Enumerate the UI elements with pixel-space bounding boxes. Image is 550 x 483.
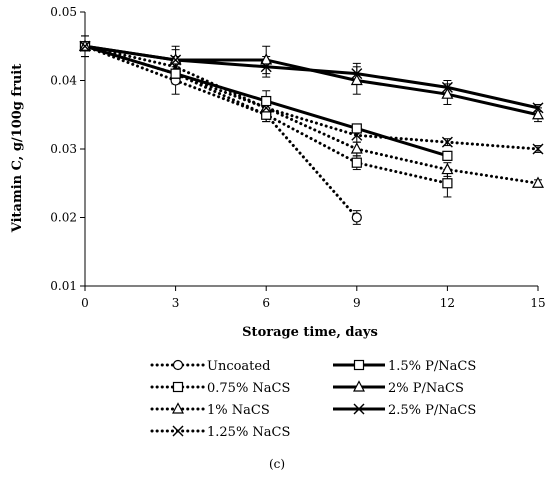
data-point-1-nacs [532, 176, 544, 188]
data-point-2-5-p-nacs [441, 81, 453, 93]
legend-swatch-marker [172, 359, 184, 371]
legend-label: 1.5% P/NaCS [388, 359, 476, 374]
x-tick-label: 0 [81, 296, 89, 310]
legend-swatch-marker [172, 425, 184, 437]
series-line-2-5-p-nacs [84, 44, 539, 110]
data-point-1-5-p-nacs [261, 95, 272, 107]
x-tick-label: 9 [353, 296, 361, 310]
series-line-1-25-nacs [83, 44, 540, 151]
data-point-2-p-nacs [350, 73, 363, 86]
data-point-2-p-nacs [260, 53, 273, 65]
legend-label: 0.75% NaCS [207, 381, 290, 396]
legend-swatch-marker [172, 381, 184, 393]
plot-area [84, 12, 538, 287]
y-axis-ticks: 0.01 0.02 0.03 0.04 0.05 [50, 5, 85, 293]
data-point-uncoated [351, 212, 362, 223]
y-tick-label: 0.02 [50, 211, 77, 225]
data-point-2-p-nacs [532, 107, 544, 120]
data-point-0-75-nacs [442, 178, 453, 189]
legend-swatch-marker [353, 403, 365, 415]
y-tick-label: 0.01 [50, 279, 77, 293]
legend-swatch-marker [353, 380, 365, 392]
legend-item-uncoated: Uncoated [150, 359, 270, 374]
legend-item-0-75-nacs: 0.75% NaCS [150, 381, 290, 396]
legend-label: 2.5% P/NaCS [388, 403, 476, 418]
x-tick-label: 3 [172, 296, 180, 310]
data-point-2-5-p-nacs [351, 68, 363, 80]
x-axis-ticks: 0 3 6 9 12 15 [81, 286, 546, 310]
legend-item-1-nacs: 1% NaCS [150, 402, 270, 418]
data-point-1-25-nacs [532, 143, 544, 155]
data-point-2-5-p-nacs [260, 61, 272, 73]
y-tick-label: 0.03 [50, 142, 77, 156]
y-axis-title: Vitamin C, g/100g fruit [10, 64, 25, 234]
legend-label: 1% NaCS [207, 403, 270, 418]
data-point-1-nacs [350, 142, 363, 154]
x-tick-label: 12 [440, 296, 455, 310]
data-point-1-5-p-nacs [170, 68, 181, 79]
legend: Uncoated 0.75% NaCS 1% NaCS 1.25% NaCS 1.5% … [150, 359, 476, 440]
y-tick-label: 0.04 [50, 74, 77, 88]
data-point-1-5-p-nacs [442, 150, 453, 161]
data-point-0-75-nacs [351, 157, 362, 168]
data-point-2-5-p-nacs [170, 54, 182, 66]
data-point-2-5-p-nacs [532, 102, 544, 114]
legend-item-1-25-nacs: 1.25% NaCS [150, 425, 290, 440]
legend-label: 1.25% NaCS [207, 425, 290, 440]
data-point-2-5-p-nacs [79, 40, 91, 52]
x-axis-title: Storage time, days [242, 325, 378, 340]
figure-caption: (c) [269, 457, 285, 471]
legend-item-2-p-nacs: 2% P/NaCS [333, 380, 464, 396]
legend-swatch-marker [353, 359, 365, 371]
legend-label: 2% P/NaCS [388, 381, 464, 396]
series-markers [79, 39, 544, 223]
legend-label: Uncoated [207, 359, 270, 374]
series-lines [83, 44, 540, 219]
legend-swatch-marker [172, 402, 184, 414]
x-tick-label: 6 [262, 296, 270, 310]
data-point-2-p-nacs [441, 87, 454, 99]
x-tick-label: 15 [530, 296, 545, 310]
data-point-1-25-nacs [441, 136, 453, 148]
data-point-1-nacs [441, 162, 454, 175]
legend-item-1-5-p-nacs: 1.5% P/NaCS [333, 359, 476, 374]
error-bars [81, 35, 542, 225]
y-tick-label: 0.05 [50, 5, 77, 19]
data-point-1-5-p-nacs [351, 123, 362, 134]
legend-item-2-5-p-nacs: 2.5% P/NaCS [333, 403, 476, 418]
series-line-1-nacs [83, 44, 540, 185]
